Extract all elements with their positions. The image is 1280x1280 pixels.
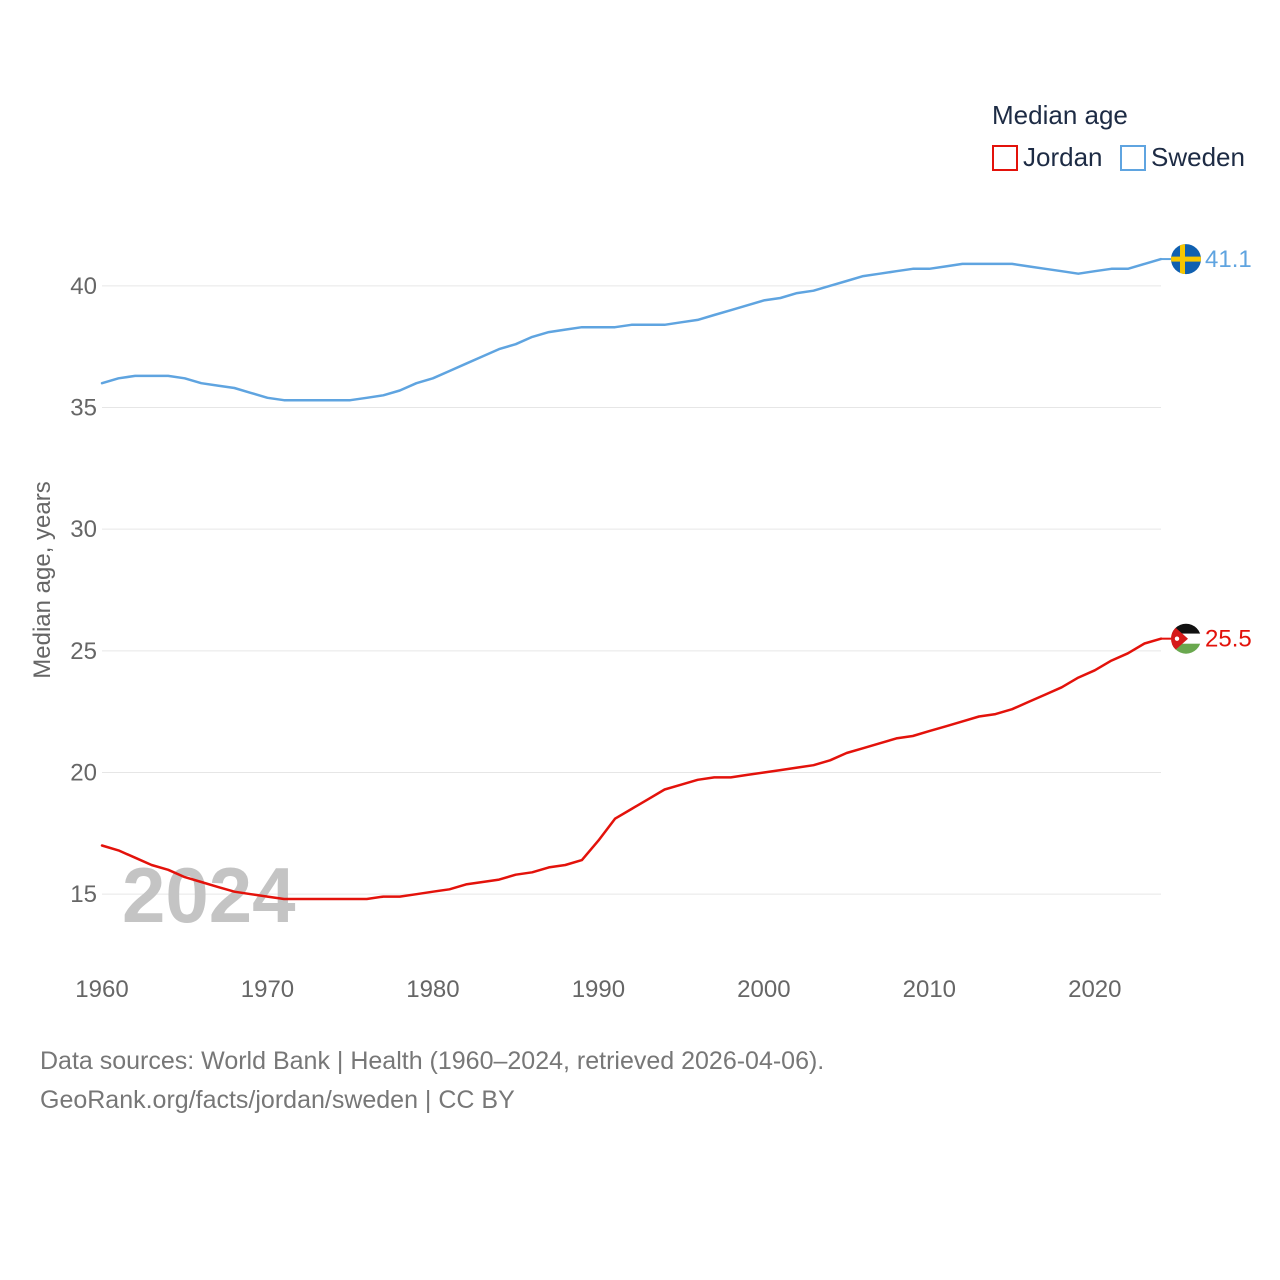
- y-tick-label-35: 35: [70, 395, 97, 422]
- x-tick-label-1970: 1970: [241, 976, 294, 1003]
- source-line-1: Data sources: World Bank | Health (1960–…: [40, 1047, 825, 1075]
- source-note: Data sources: World Bank | Health (1960–…: [40, 1042, 824, 1120]
- end-labels: 25.5 41.1: [1205, 246, 1252, 653]
- series-line-sweden[interactable]: [100, 257, 1163, 402]
- x-tick-label-1960: 1960: [75, 976, 128, 1003]
- legend-title: Median age: [992, 100, 1128, 130]
- legend-swatch-jordan[interactable]: [992, 145, 1018, 171]
- x-axis-ticks: 1960 1970 1980 1990 2000 2010 2020: [75, 976, 1121, 1003]
- jordan-flag-icon: [1171, 623, 1201, 654]
- y-tick-label-30: 30: [70, 516, 97, 543]
- end-label-sweden: 41.1: [1205, 246, 1252, 273]
- x-tick-label-1980: 1980: [406, 976, 459, 1003]
- y-tick-label-25: 25: [70, 638, 97, 665]
- series-lines: [100, 257, 1172, 901]
- y-axis-ticks: 15 20 25 30 35 40: [70, 273, 97, 908]
- legend-label-sweden[interactable]: Sweden: [1151, 142, 1245, 172]
- end-label-jordan: 25.5: [1205, 626, 1252, 653]
- chart: 15 20 25 30 35 40 1960 1970 1980 1990 2000 2010 202…: [29, 100, 1252, 1003]
- x-tick-label-2020: 2020: [1068, 976, 1121, 1003]
- x-tick-label-2010: 2010: [903, 976, 956, 1003]
- legend-label-jordan[interactable]: Jordan: [1023, 142, 1103, 172]
- source-line-2[interactable]: GeoRank.org/facts/jordan/sweden | CC BY: [40, 1086, 515, 1114]
- legend: Median age Jordan Sweden: [992, 100, 1245, 172]
- legend-swatch-sweden[interactable]: [1120, 145, 1146, 171]
- y-tick-label-20: 20: [70, 760, 97, 787]
- y-axis-title: Median age, years: [29, 481, 56, 678]
- series-line-jordan[interactable]: [100, 637, 1163, 901]
- gridlines: [102, 285, 1161, 895]
- x-tick-label-1990: 1990: [572, 976, 625, 1003]
- y-tick-label-40: 40: [70, 273, 97, 300]
- x-tick-label-2000: 2000: [737, 976, 790, 1003]
- sweden-flag-icon: [1171, 244, 1201, 275]
- y-tick-label-15: 15: [70, 881, 97, 908]
